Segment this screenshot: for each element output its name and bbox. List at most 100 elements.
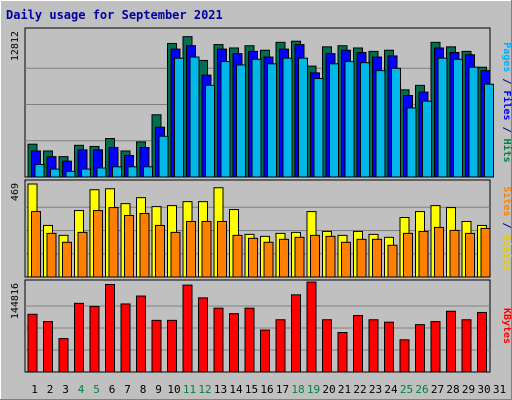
bar-kbytes-kbytes <box>337 332 348 373</box>
bar-kbytes-kbytes <box>322 319 332 373</box>
bar-hits-pages <box>437 57 448 178</box>
bar-visits-sites <box>480 227 491 278</box>
bar-visits-sites <box>77 231 88 278</box>
bar-visits-sites <box>248 237 258 278</box>
bar-visits-sites <box>434 226 444 278</box>
bar-kbytes-kbytes <box>58 338 69 373</box>
series-label-part: / <box>501 216 512 234</box>
bar-visits-sites <box>108 207 119 278</box>
bar-visits-sites <box>372 238 382 278</box>
x-tick-label: 21 <box>338 383 351 396</box>
bar-kbytes-kbytes <box>353 314 363 373</box>
bar-kbytes-kbytes <box>291 294 301 373</box>
series-label-part: KBytes <box>501 308 512 344</box>
bar-visits-sites <box>294 236 305 278</box>
x-tick-label: 25 <box>400 383 413 396</box>
bar-kbytes-kbytes <box>198 297 208 373</box>
x-tick-label: 26 <box>415 383 428 396</box>
bar-hits-pages <box>158 135 169 178</box>
bar-kbytes-kbytes <box>306 281 317 373</box>
bar-visits-sites <box>201 220 212 278</box>
bar-visits-sites <box>465 232 475 278</box>
bar-hits-pages <box>298 57 308 178</box>
x-tick-label: 20 <box>322 383 335 396</box>
bar-visits-sites <box>263 241 274 278</box>
bar-visits-sites <box>170 231 181 278</box>
panel-kbytes: 144816 KBytes <box>10 279 512 373</box>
x-tick-label: 5 <box>93 383 100 396</box>
bar-kbytes-kbytes <box>105 283 115 373</box>
chart-title: Daily usage for September 2021 <box>6 8 223 22</box>
bar-hits-pages <box>205 84 215 178</box>
bar-hits-pages <box>112 166 122 178</box>
x-tick-label: 16 <box>260 383 273 396</box>
bar-hits-pages <box>127 166 138 178</box>
bar-visits-sites <box>232 234 243 278</box>
x-tick-label: 15 <box>245 383 258 396</box>
x-tick-label: 3 <box>62 383 69 396</box>
y-max-label: 12812 <box>10 31 21 61</box>
panel-hits: 12812 Pages / Files / Hits <box>10 27 512 178</box>
bar-kbytes-kbytes <box>368 319 379 373</box>
x-tick-label: 2 <box>47 383 54 396</box>
bar-hits-pages <box>50 168 60 178</box>
bar-visits-sites <box>139 213 150 278</box>
bar-kbytes-kbytes <box>74 302 84 373</box>
x-tick-label: 29 <box>462 383 475 396</box>
bar-kbytes-kbytes <box>182 284 193 373</box>
bar-kbytes-kbytes <box>384 321 394 373</box>
x-tick-label: 22 <box>353 383 366 396</box>
x-tick-label: 10 <box>167 383 180 396</box>
bar-hits-pages <box>189 56 200 178</box>
plot-area <box>24 279 491 373</box>
x-tick-label: 19 <box>307 383 320 396</box>
series-pages <box>34 56 494 178</box>
x-tick-label: 23 <box>369 383 382 396</box>
bar-visits-sites <box>325 235 336 278</box>
bar-hits-pages <box>406 107 417 178</box>
bar-visits-sites <box>403 232 413 278</box>
bar-hits-pages <box>220 61 231 178</box>
bar-hits-pages <box>251 58 262 178</box>
bar-visits-sites <box>124 215 134 278</box>
bar-hits-pages <box>174 57 184 178</box>
panel-visits: 469 Sites / Visits <box>10 179 512 278</box>
bar-hits-pages <box>344 61 355 178</box>
bar-visits-sites <box>186 220 196 278</box>
x-tick-label: 24 <box>384 383 398 396</box>
y-max-label: 469 <box>10 183 21 201</box>
bar-visits-sites <box>93 210 103 278</box>
bar-hits-pages <box>65 170 76 178</box>
series-label-part: Hits <box>501 139 512 163</box>
chart-panels: 12812 Pages / Files / Hits 469 Sites / Visi… <box>10 27 512 373</box>
x-tick-label: 4 <box>78 383 85 396</box>
bar-visits-sites <box>418 230 429 278</box>
x-tick-label: 7 <box>124 383 131 396</box>
series-label-part: Sites <box>501 186 512 216</box>
x-tick-label: 13 <box>214 383 227 396</box>
panel-series-label: Sites / Visits <box>501 186 512 270</box>
x-tick-label: 17 <box>276 383 289 396</box>
bar-hits-pages <box>484 83 494 178</box>
bar-kbytes-kbytes <box>136 295 146 373</box>
x-tick-label: 27 <box>431 383 444 396</box>
panel-series-label: KBytes <box>501 308 512 344</box>
series-label-part: Pages <box>501 42 512 72</box>
bar-hits-pages <box>468 66 479 178</box>
y-max-label: 144816 <box>10 283 21 319</box>
bar-kbytes-kbytes <box>167 319 177 373</box>
bar-kbytes-kbytes <box>43 321 53 373</box>
bar-hits-pages <box>96 167 107 178</box>
series-label-part: Visits <box>501 235 512 271</box>
x-tick-label: 8 <box>140 383 147 396</box>
bar-hits-pages <box>375 70 386 178</box>
bar-hits-pages <box>313 78 324 178</box>
bar-visits-sites <box>217 220 227 278</box>
bar-kbytes-kbytes <box>477 311 487 373</box>
bar-kbytes-kbytes <box>151 319 162 373</box>
bar-visits-sites <box>279 238 289 278</box>
bar-hits-pages <box>236 64 246 178</box>
x-tick-label: 9 <box>155 383 162 396</box>
series-label-part: / <box>501 121 512 139</box>
